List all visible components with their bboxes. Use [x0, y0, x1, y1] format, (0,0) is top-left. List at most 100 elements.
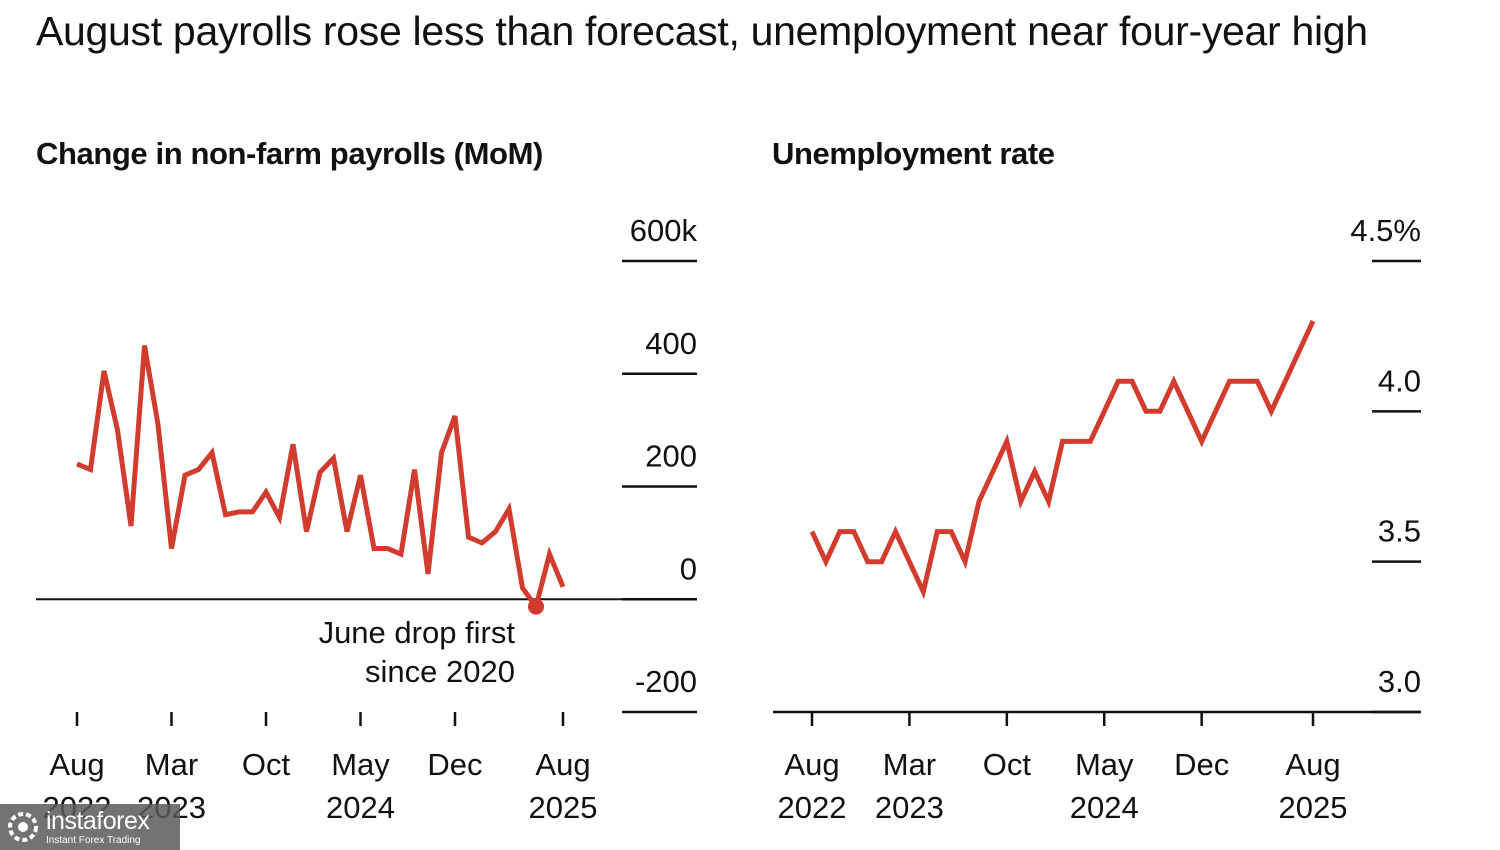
- data-point: [1199, 439, 1204, 444]
- data-point: [1185, 409, 1190, 414]
- data-point: [977, 499, 982, 504]
- data-point: [156, 422, 161, 427]
- data-point: [399, 552, 404, 557]
- data-point: [88, 467, 93, 472]
- data-point: [949, 529, 954, 534]
- y-tick-label: 4.5%: [1350, 213, 1421, 248]
- data-point: [1283, 379, 1288, 384]
- data-point: [480, 540, 485, 545]
- data-point: [561, 584, 566, 589]
- x-tick-label-month: Oct: [242, 747, 291, 782]
- x-tick-label-year: 2025: [529, 790, 598, 825]
- data-point: [1046, 499, 1051, 504]
- data-point: [183, 473, 188, 478]
- data-point: [1116, 379, 1121, 384]
- data-point: [372, 546, 377, 551]
- data-point: [865, 559, 870, 564]
- y-tick-label: 200: [645, 439, 697, 474]
- data-point: [250, 509, 255, 514]
- series-line: [809, 320, 1316, 600]
- data-point: [547, 552, 552, 557]
- data-point: [990, 469, 995, 474]
- payrolls-chart: 600k4002000-200Aug2022Mar2023OctMay2024D…: [36, 213, 697, 825]
- data-point: [810, 529, 815, 534]
- data-point: [264, 490, 269, 495]
- data-point: [823, 559, 828, 564]
- data-point: [358, 473, 363, 478]
- data-point: [210, 450, 215, 455]
- x-tick-label-month: Mar: [883, 747, 936, 782]
- data-point: [223, 512, 228, 517]
- instaforex-logo-icon: [8, 812, 38, 842]
- data-point: [963, 559, 968, 564]
- y-tick-label: 3.0: [1378, 664, 1421, 699]
- annotation-line-1: June drop first: [319, 615, 516, 650]
- unemployment-chart: 4.5% 4.0 3.5 3.0 Aug 2022 Mar 2023 Oct May 2024 Dec…: [773, 213, 1421, 825]
- x-tick-label-year: 2024: [326, 790, 395, 825]
- y-tick-label: 600k: [630, 213, 698, 248]
- data-point: [1018, 499, 1023, 504]
- data-point: [1032, 469, 1037, 474]
- data-point: [196, 467, 201, 472]
- data-point: [879, 559, 884, 564]
- data-point: [318, 470, 323, 475]
- x-tick-label-month: Dec: [427, 747, 482, 782]
- watermark-logo: instaforex Instant Forex Trading: [0, 804, 180, 850]
- data-point: [169, 546, 174, 551]
- series-line: [76, 345, 566, 613]
- data-point: [237, 509, 242, 514]
- data-point: [1171, 379, 1176, 384]
- x-tick-label-month: Mar: [145, 747, 198, 782]
- y-tick-label: 400: [645, 326, 697, 361]
- data-point: [1088, 439, 1093, 444]
- x-tick-label-month: Aug: [535, 747, 590, 782]
- y-tick-label: 0: [680, 551, 697, 586]
- x-tick-label-month: Aug: [49, 747, 104, 782]
- data-point: [115, 428, 120, 433]
- data-point: [520, 585, 525, 590]
- x-tick-label-year: 2023: [875, 790, 944, 825]
- data-point: [291, 442, 296, 447]
- data-point: [102, 368, 107, 373]
- data-point: [1269, 409, 1274, 414]
- data-point: [907, 559, 912, 564]
- x-tick-label-month: Aug: [784, 747, 839, 782]
- data-point: [453, 414, 458, 419]
- x-tick-label-month: Aug: [1285, 747, 1340, 782]
- x-tick-label-month: May: [1075, 747, 1134, 782]
- data-point: [893, 529, 898, 534]
- data-point: [935, 529, 940, 534]
- data-point: [837, 529, 842, 534]
- annotation-line-2: since 2020: [365, 654, 515, 689]
- x-tick-label-month: Oct: [983, 747, 1032, 782]
- watermark-tagline: Instant Forex Trading: [46, 834, 141, 846]
- data-point: [493, 529, 498, 534]
- data-point: [1255, 379, 1260, 384]
- data-point: [851, 529, 856, 534]
- data-point: [142, 343, 147, 348]
- data-point: [75, 461, 80, 466]
- payrolls-chart-title: Change in non-farm payrolls (MoM): [36, 136, 543, 171]
- data-point: [1311, 319, 1316, 324]
- data-point: [1157, 409, 1162, 414]
- data-point: [1213, 409, 1218, 414]
- data-point: [426, 571, 431, 576]
- x-tick-label-month: May: [331, 747, 390, 782]
- data-point: [1060, 439, 1065, 444]
- x-tick-label-month: Dec: [1174, 747, 1229, 782]
- data-point: [1004, 439, 1009, 444]
- watermark-name: instaforex: [46, 806, 150, 835]
- data-point: [331, 456, 336, 461]
- x-tick-label-year: 2024: [1070, 790, 1139, 825]
- data-point: [466, 535, 471, 540]
- y-tick-label: -200: [635, 664, 697, 699]
- data-point: [1241, 379, 1246, 384]
- data-point: [385, 546, 390, 551]
- y-tick-label: 3.5: [1378, 514, 1421, 549]
- y-tick-label: 4.0: [1378, 363, 1421, 398]
- unemployment-chart-title: Unemployment rate: [772, 136, 1055, 171]
- data-point: [439, 450, 444, 455]
- data-point: [1227, 379, 1232, 384]
- data-point: [1297, 349, 1302, 354]
